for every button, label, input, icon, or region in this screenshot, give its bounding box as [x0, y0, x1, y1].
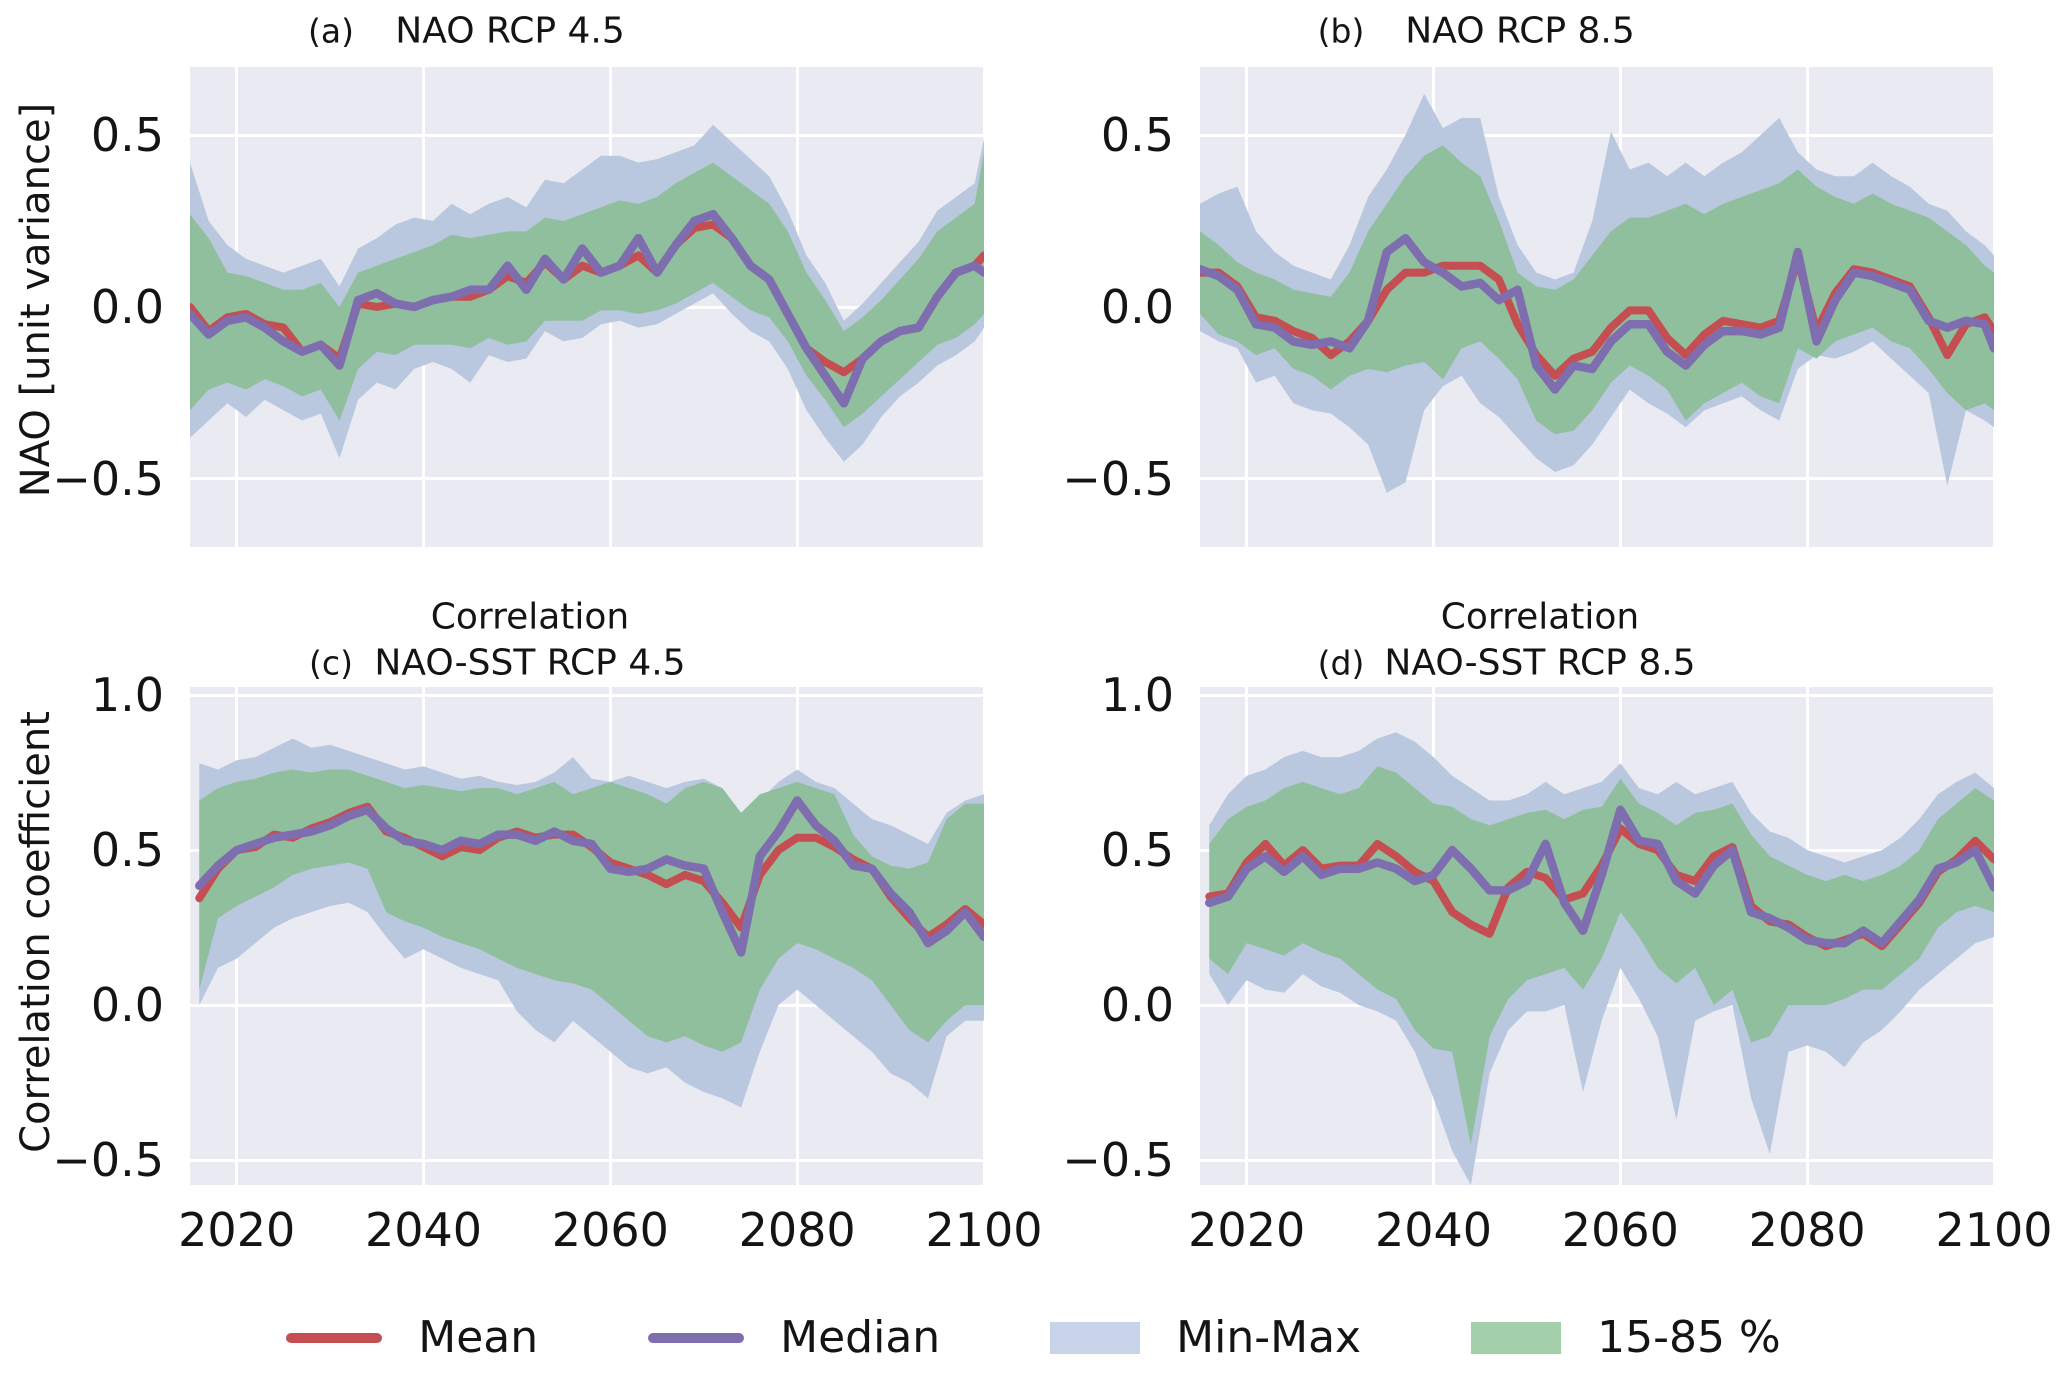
x-tick-label: 2040: [1374, 1203, 1493, 1257]
panel-d-annotation: (d): [1317, 643, 1365, 683]
panel-b-median-line: [1200, 233, 1994, 394]
panel-a-annotation: (a): [308, 11, 354, 51]
legend-label-mean: Mean: [418, 1312, 539, 1363]
x-tick-label: 2020: [178, 1203, 296, 1257]
gridline-horizontal: [1200, 1158, 1994, 1162]
gridline-horizontal: [190, 133, 984, 137]
x-tick-label: 2080: [738, 1203, 856, 1257]
legend: Mean Median Min-Max 15-85 %: [0, 1312, 2067, 1363]
y-tick-label: 0.0: [1100, 280, 1174, 334]
panel-c-chart: [195, 738, 984, 1108]
legend-label-median: Median: [780, 1312, 941, 1363]
panel-b-annotation: (b): [1317, 11, 1365, 51]
legend-label-15-85: 15-85 %: [1597, 1312, 1781, 1363]
x-tick-label: 2060: [1561, 1203, 1679, 1257]
y-tick-label: 0.5: [90, 108, 164, 163]
panel-c-pretitle: Correlation: [430, 596, 630, 638]
x-tick-label: 2100: [925, 1203, 1043, 1257]
panel-c-annotation: (c): [309, 643, 353, 683]
gridline-horizontal: [1200, 477, 1994, 481]
gridline-horizontal: [190, 477, 984, 481]
legend-item-mean: Mean: [286, 1312, 538, 1363]
gridline-horizontal: [1200, 133, 1994, 137]
y-tick-label: 0.0: [1100, 978, 1174, 1033]
y-tick-label: −0.5: [1062, 451, 1174, 506]
panel-d-pretitle: Correlation: [1440, 596, 1640, 638]
x-tick-label: 2040: [364, 1203, 483, 1257]
panel-a-median-line: [190, 209, 984, 408]
panel-c-plot-area: [190, 687, 984, 1185]
panel-a-title: NAO RCP 4.5: [395, 10, 625, 52]
legend-item-median: Median: [648, 1312, 940, 1363]
legend-item-15-85: 15-85 %: [1471, 1312, 1781, 1363]
legend-item-minmax: Min-Max: [1050, 1312, 1361, 1363]
y-tick-label: −0.5: [52, 1133, 164, 1188]
panel-a-15-85-band: [190, 152, 984, 428]
panel-b-15-85-band: [1200, 145, 1994, 435]
panel-c-median-line: [195, 796, 984, 957]
y-tick-label: 0.0: [90, 280, 164, 334]
panel-a-plot-area: [190, 67, 984, 547]
y-tick-label: 0.0: [90, 978, 164, 1033]
panel-d-title: NAO-SST RCP 8.5: [1384, 642, 1696, 684]
median-line-swatch: [648, 1332, 745, 1343]
x-tick-label: 2020: [1188, 1203, 1306, 1257]
panel-b-title: NAO RCP 8.5: [1405, 10, 1635, 52]
panel-b-chart: [1200, 93, 1994, 493]
mean-line-swatch: [286, 1332, 383, 1343]
panel-d-chart: [1205, 732, 1994, 1185]
gridline-horizontal: [190, 693, 984, 697]
y-tick-label: 1.0: [90, 668, 164, 723]
x-tick-label: 2100: [1935, 1203, 2053, 1257]
15-85-band-swatch: [1471, 1321, 1562, 1354]
y-tick-label: 0.5: [1100, 823, 1174, 878]
gridline-horizontal: [190, 1158, 984, 1162]
y-tick-label: −0.5: [1062, 1133, 1174, 1188]
y-tick-label: 1.0: [1100, 668, 1174, 723]
y-tick-label: 0.5: [90, 823, 164, 878]
y-tick-label: −0.5: [52, 451, 164, 506]
panel-a-chart: [190, 124, 984, 462]
legend-label-minmax: Min-Max: [1176, 1312, 1362, 1363]
panel-b-plot-area: [1200, 67, 1994, 547]
y-axis-label-correlation: Correlation coefficient: [13, 711, 59, 1153]
x-tick-label: 2060: [551, 1203, 669, 1257]
panel-c-title: NAO-SST RCP 4.5: [374, 642, 686, 684]
minmax-band-swatch: [1050, 1321, 1141, 1354]
panel-d-median-line: [1205, 805, 1994, 948]
panel-d-plot-area: [1200, 687, 1994, 1185]
y-tick-label: 0.5: [1100, 108, 1174, 163]
x-tick-label: 2080: [1748, 1203, 1866, 1257]
gridline-horizontal: [1200, 693, 1994, 697]
